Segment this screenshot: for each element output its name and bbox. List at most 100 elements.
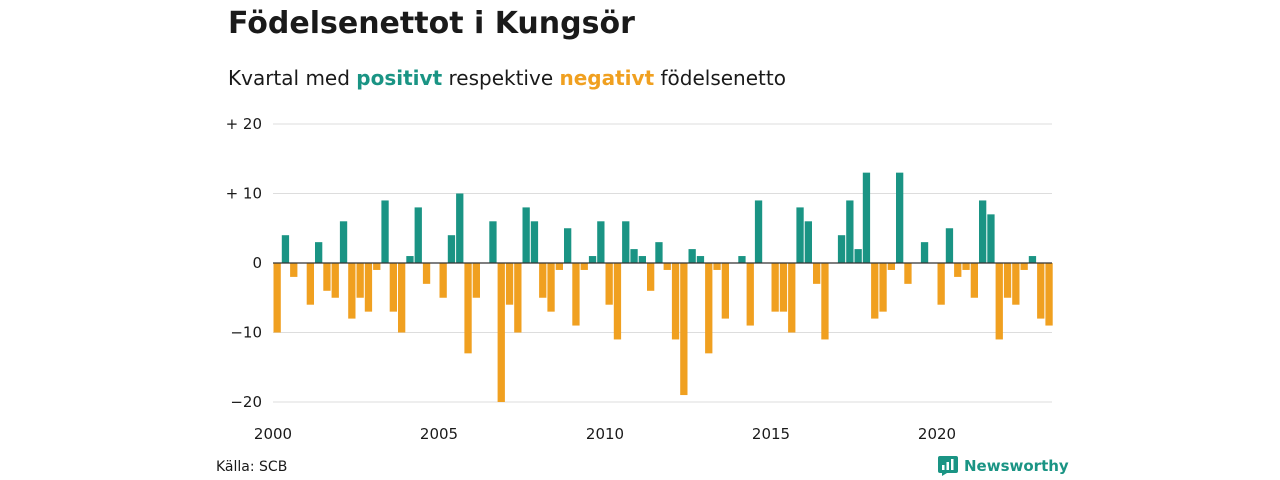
bar — [937, 263, 945, 305]
bar — [580, 263, 588, 270]
bar — [514, 263, 522, 333]
bar — [887, 263, 895, 270]
subtitle-negative: negativt — [559, 66, 655, 90]
bars — [273, 172, 1053, 402]
bar — [854, 249, 862, 263]
x-tick-label: 2020 — [918, 425, 956, 443]
brand-logo: Newsworthy — [938, 456, 1069, 476]
bar — [464, 263, 472, 354]
bar — [572, 263, 580, 326]
bar — [530, 221, 539, 263]
bar — [447, 235, 456, 263]
bar — [456, 193, 464, 263]
bar — [422, 263, 431, 284]
bar — [779, 263, 788, 312]
bar — [721, 263, 729, 319]
bar — [389, 263, 397, 312]
x-tick-label: 2005 — [420, 425, 458, 443]
y-tick-label: + 20 — [226, 115, 262, 133]
bar — [862, 172, 871, 263]
bar — [315, 242, 323, 263]
bar — [970, 263, 978, 298]
y-tick-label: −10 — [230, 324, 262, 342]
bar — [381, 200, 389, 263]
bar — [605, 263, 613, 305]
bar — [979, 200, 987, 263]
bar — [962, 263, 970, 270]
bar — [879, 263, 887, 312]
bar — [339, 221, 348, 263]
bar — [837, 235, 846, 263]
bar — [348, 263, 356, 319]
bar — [356, 263, 364, 298]
bar — [472, 263, 480, 298]
bar — [1037, 263, 1045, 319]
bar — [497, 263, 505, 402]
bar — [414, 207, 422, 263]
x-tick-label: 2000 — [254, 425, 292, 443]
x-axis-ticks: 2000 2005 2010 2015 2020 — [254, 425, 956, 443]
bar — [896, 172, 904, 263]
newsworthy-logo-icon — [938, 456, 958, 476]
bar — [1003, 263, 1012, 298]
bar — [1028, 256, 1037, 263]
bar — [945, 228, 954, 263]
bar — [754, 200, 763, 263]
bar — [555, 263, 563, 270]
bar — [613, 263, 622, 340]
bar — [987, 214, 995, 263]
bar — [1045, 263, 1053, 326]
bar — [364, 263, 373, 312]
brand-name: Newsworthy — [964, 457, 1069, 475]
y-axis-ticks: + 20 + 10 0 −10 −20 — [226, 115, 262, 411]
bar — [373, 263, 381, 270]
x-tick-label: 2015 — [752, 425, 790, 443]
bar — [398, 263, 406, 333]
chart-subtitle: Kvartal med positivt respektive negativt… — [228, 66, 786, 90]
subtitle-middle: respektive — [448, 66, 554, 90]
bar — [564, 228, 572, 263]
bar — [738, 256, 746, 263]
bar — [1012, 263, 1020, 305]
bar — [306, 263, 314, 305]
bar — [954, 263, 962, 277]
y-tick-label: + 10 — [226, 185, 262, 203]
source-note: Källa: SCB — [216, 459, 288, 475]
bar — [522, 207, 530, 263]
y-tick-label: −20 — [230, 393, 262, 411]
bar — [588, 256, 597, 263]
subtitle-prefix: Kvartal med — [228, 66, 350, 90]
bar — [489, 221, 497, 263]
subtitle-positive: positivt — [356, 66, 443, 90]
bar — [323, 263, 331, 291]
bar — [1020, 263, 1028, 270]
bar — [547, 263, 555, 312]
bar — [597, 221, 605, 263]
bar — [439, 263, 447, 298]
bar — [813, 263, 821, 284]
bar — [846, 200, 854, 263]
y-tick-label: 0 — [252, 254, 262, 272]
bar — [871, 263, 879, 319]
subtitle-suffix: födelsenetto — [660, 66, 786, 90]
bar — [788, 263, 796, 333]
bar — [638, 256, 646, 263]
bar — [804, 221, 812, 263]
bar — [663, 263, 671, 270]
bar — [622, 221, 630, 263]
bar — [281, 235, 290, 263]
bar — [688, 249, 696, 263]
bar — [796, 207, 804, 263]
bar — [995, 263, 1003, 340]
bar — [290, 263, 298, 277]
bar — [821, 263, 829, 340]
bar — [696, 256, 705, 263]
bar — [505, 263, 514, 305]
bar — [647, 263, 655, 291]
bar — [331, 263, 339, 298]
x-tick-label: 2010 — [586, 425, 624, 443]
bar — [904, 263, 912, 284]
bar — [771, 263, 779, 312]
bar — [406, 256, 414, 263]
bar — [705, 263, 713, 354]
